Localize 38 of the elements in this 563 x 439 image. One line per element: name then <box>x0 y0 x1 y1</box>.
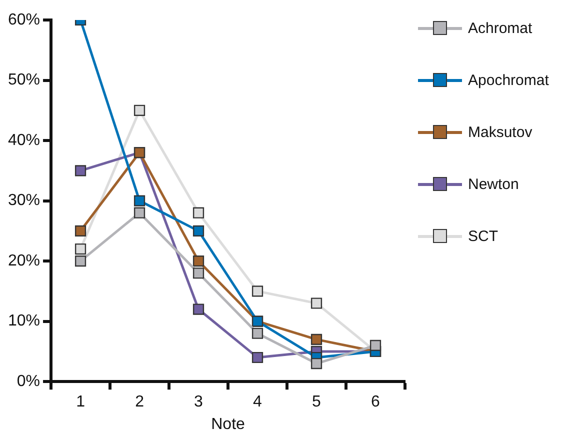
point <box>252 328 264 339</box>
legend-label: Apochromat <box>468 72 549 88</box>
x-tick-label: 3 <box>194 394 204 411</box>
point <box>74 225 86 236</box>
point <box>134 207 146 218</box>
y-tick-label: 10% <box>8 312 40 330</box>
point <box>74 256 86 267</box>
point <box>74 165 86 176</box>
point <box>252 352 264 364</box>
y-tick-label: 0% <box>16 373 40 390</box>
legend-label: SCT <box>468 228 498 244</box>
point <box>134 195 146 206</box>
point <box>310 334 322 345</box>
point <box>310 358 322 370</box>
point <box>192 225 204 236</box>
point <box>192 256 204 267</box>
y-tick-label: 50% <box>8 72 40 89</box>
point <box>192 207 204 218</box>
point <box>74 243 86 255</box>
point <box>192 268 204 279</box>
y-tick-label: 60% <box>8 11 40 28</box>
y-tick-label: 30% <box>8 192 40 210</box>
legend-label: Maksutov <box>468 124 532 140</box>
y-tick-label: 40% <box>8 132 40 149</box>
point <box>310 298 322 309</box>
point <box>192 304 204 315</box>
legend-label: Newton <box>468 176 519 192</box>
point <box>252 286 264 297</box>
x-axis-title: Note <box>211 416 246 433</box>
x-tick-label: 6 <box>371 394 380 411</box>
x-tick-label: 5 <box>312 394 322 411</box>
x-tick-label: 1 <box>76 394 86 411</box>
point <box>370 340 382 351</box>
x-tick-label: 4 <box>253 394 262 411</box>
x-tick-label: 2 <box>135 394 144 411</box>
point <box>134 104 146 116</box>
legend-label: Achromat <box>468 20 532 36</box>
y-tick-label: 20% <box>8 252 40 270</box>
